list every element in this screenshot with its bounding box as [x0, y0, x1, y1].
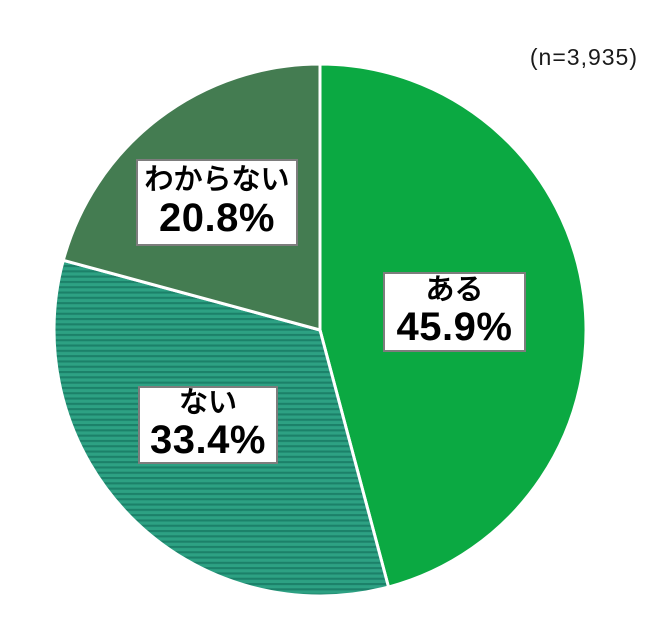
- label-box-aru: ある 45.9%: [383, 272, 526, 352]
- slice-label-aru: ある: [425, 273, 484, 306]
- slice-label-wakaranai: わからない: [144, 164, 290, 197]
- sample-size-label: (n=3,935): [529, 44, 638, 70]
- label-box-wakaranai: わからない 20.8%: [136, 159, 298, 246]
- slice-label-nai: ない: [178, 386, 237, 419]
- slice-percent-wakaranai: 20.8%: [159, 195, 275, 240]
- slice-percent-aru: 45.9%: [396, 305, 513, 350]
- label-box-nai: ない 33.4%: [138, 386, 278, 464]
- slice-percent-nai: 33.4%: [150, 418, 266, 463]
